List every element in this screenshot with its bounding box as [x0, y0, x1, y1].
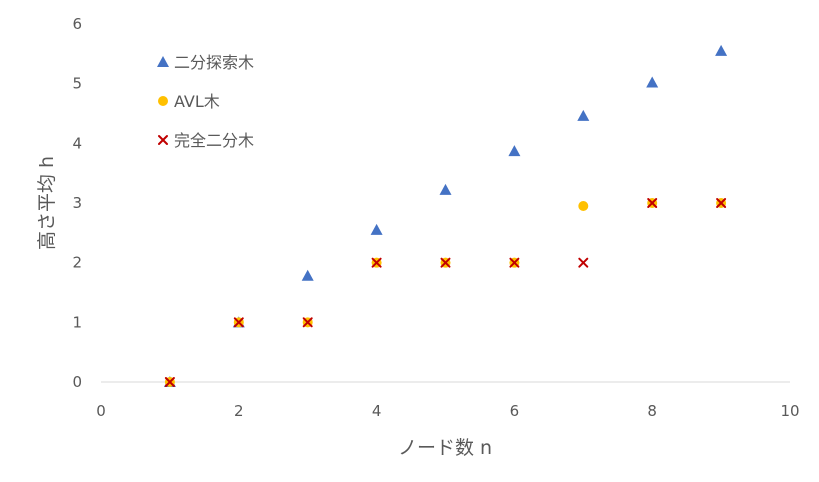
series-circle	[164, 198, 727, 387]
x-tick-label: 0	[96, 402, 106, 420]
x-tick-label: 10	[780, 402, 799, 420]
legend-circle-icon	[158, 96, 168, 106]
legend-item: AVL木	[158, 92, 220, 111]
bst-data-point	[301, 269, 314, 281]
legend-label: 二分探索木	[174, 53, 254, 72]
complete-tree-data-point	[578, 257, 589, 268]
complete-tree-data-point	[371, 257, 382, 268]
legend-label: 完全二分木	[174, 131, 254, 150]
complete-tree-data-point	[440, 257, 451, 268]
bst-data-point	[715, 44, 728, 56]
bst-data-point	[577, 109, 590, 121]
complete-tree-data-point	[302, 317, 313, 328]
plot-area	[163, 44, 728, 387]
legend-x-icon	[158, 135, 168, 145]
legend-item: 完全二分木	[158, 131, 254, 150]
complete-tree-data-point	[509, 257, 520, 268]
bst-data-point	[646, 76, 659, 88]
x-tick-label: 6	[510, 402, 520, 420]
bst-data-point	[439, 183, 452, 195]
y-tick-label: 1	[72, 313, 82, 331]
y-tick-label: 6	[72, 15, 82, 33]
x-tick-label: 4	[372, 402, 382, 420]
complete-tree-data-point	[716, 198, 727, 208]
y-tick-label: 4	[72, 134, 82, 152]
y-tick-label: 0	[72, 373, 82, 391]
series-x	[164, 198, 727, 387]
x-tick-label: 8	[647, 402, 657, 420]
legend-item: 二分探索木	[157, 53, 254, 72]
legend-triangle-icon	[157, 56, 169, 67]
series-triangle	[163, 44, 728, 387]
y-tick-label: 3	[72, 194, 82, 212]
complete-tree-data-point	[647, 198, 658, 208]
y-tick-label: 2	[72, 254, 82, 272]
bst-data-point	[508, 145, 521, 157]
y-tick-label: 5	[72, 75, 82, 93]
x-tick-label: 2	[234, 402, 244, 420]
legend-label: AVL木	[174, 92, 220, 111]
y-tick-labels: 0 1 2 3 4 5 6	[72, 15, 82, 391]
avl-data-point	[578, 200, 589, 211]
complete-tree-data-point	[164, 377, 175, 387]
y-axis-title: 高さ平均 h	[36, 156, 58, 250]
complete-tree-data-point	[233, 317, 244, 328]
x-axis-title: ノード数 n	[398, 437, 492, 459]
x-tick-labels: 0 2 4 6 8 10	[96, 402, 799, 420]
bst-data-point	[370, 223, 383, 235]
